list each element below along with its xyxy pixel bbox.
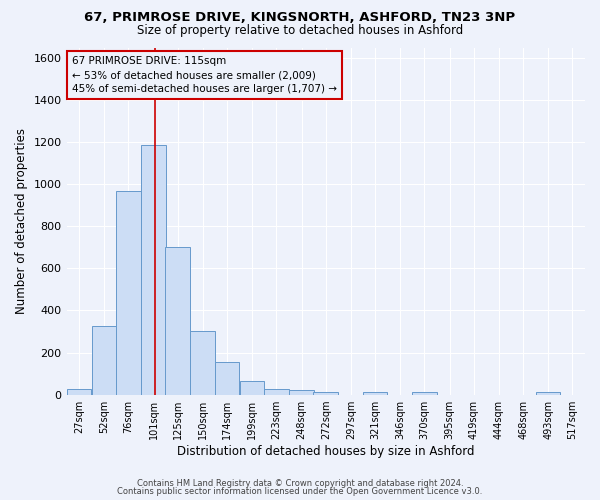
- Bar: [116, 190, 140, 394]
- Bar: [215, 362, 239, 394]
- Bar: [67, 390, 91, 394]
- Bar: [239, 381, 265, 394]
- Bar: [264, 388, 289, 394]
- Bar: [362, 392, 387, 394]
- Text: Contains public sector information licensed under the Open Government Licence v3: Contains public sector information licen…: [118, 487, 482, 496]
- Text: 67, PRIMROSE DRIVE, KINGSNORTH, ASHFORD, TN23 3NP: 67, PRIMROSE DRIVE, KINGSNORTH, ASHFORD,…: [85, 11, 515, 24]
- Text: Size of property relative to detached houses in Ashford: Size of property relative to detached ho…: [137, 24, 463, 37]
- X-axis label: Distribution of detached houses by size in Ashford: Distribution of detached houses by size …: [177, 444, 475, 458]
- Bar: [412, 392, 437, 394]
- Bar: [313, 392, 338, 394]
- Bar: [92, 326, 116, 394]
- Bar: [289, 390, 314, 394]
- Bar: [536, 392, 560, 394]
- Bar: [190, 332, 215, 394]
- Text: Contains HM Land Registry data © Crown copyright and database right 2024.: Contains HM Land Registry data © Crown c…: [137, 478, 463, 488]
- Text: 67 PRIMROSE DRIVE: 115sqm
← 53% of detached houses are smaller (2,009)
45% of se: 67 PRIMROSE DRIVE: 115sqm ← 53% of detac…: [72, 56, 337, 94]
- Bar: [165, 248, 190, 394]
- Y-axis label: Number of detached properties: Number of detached properties: [15, 128, 28, 314]
- Bar: [141, 146, 166, 394]
